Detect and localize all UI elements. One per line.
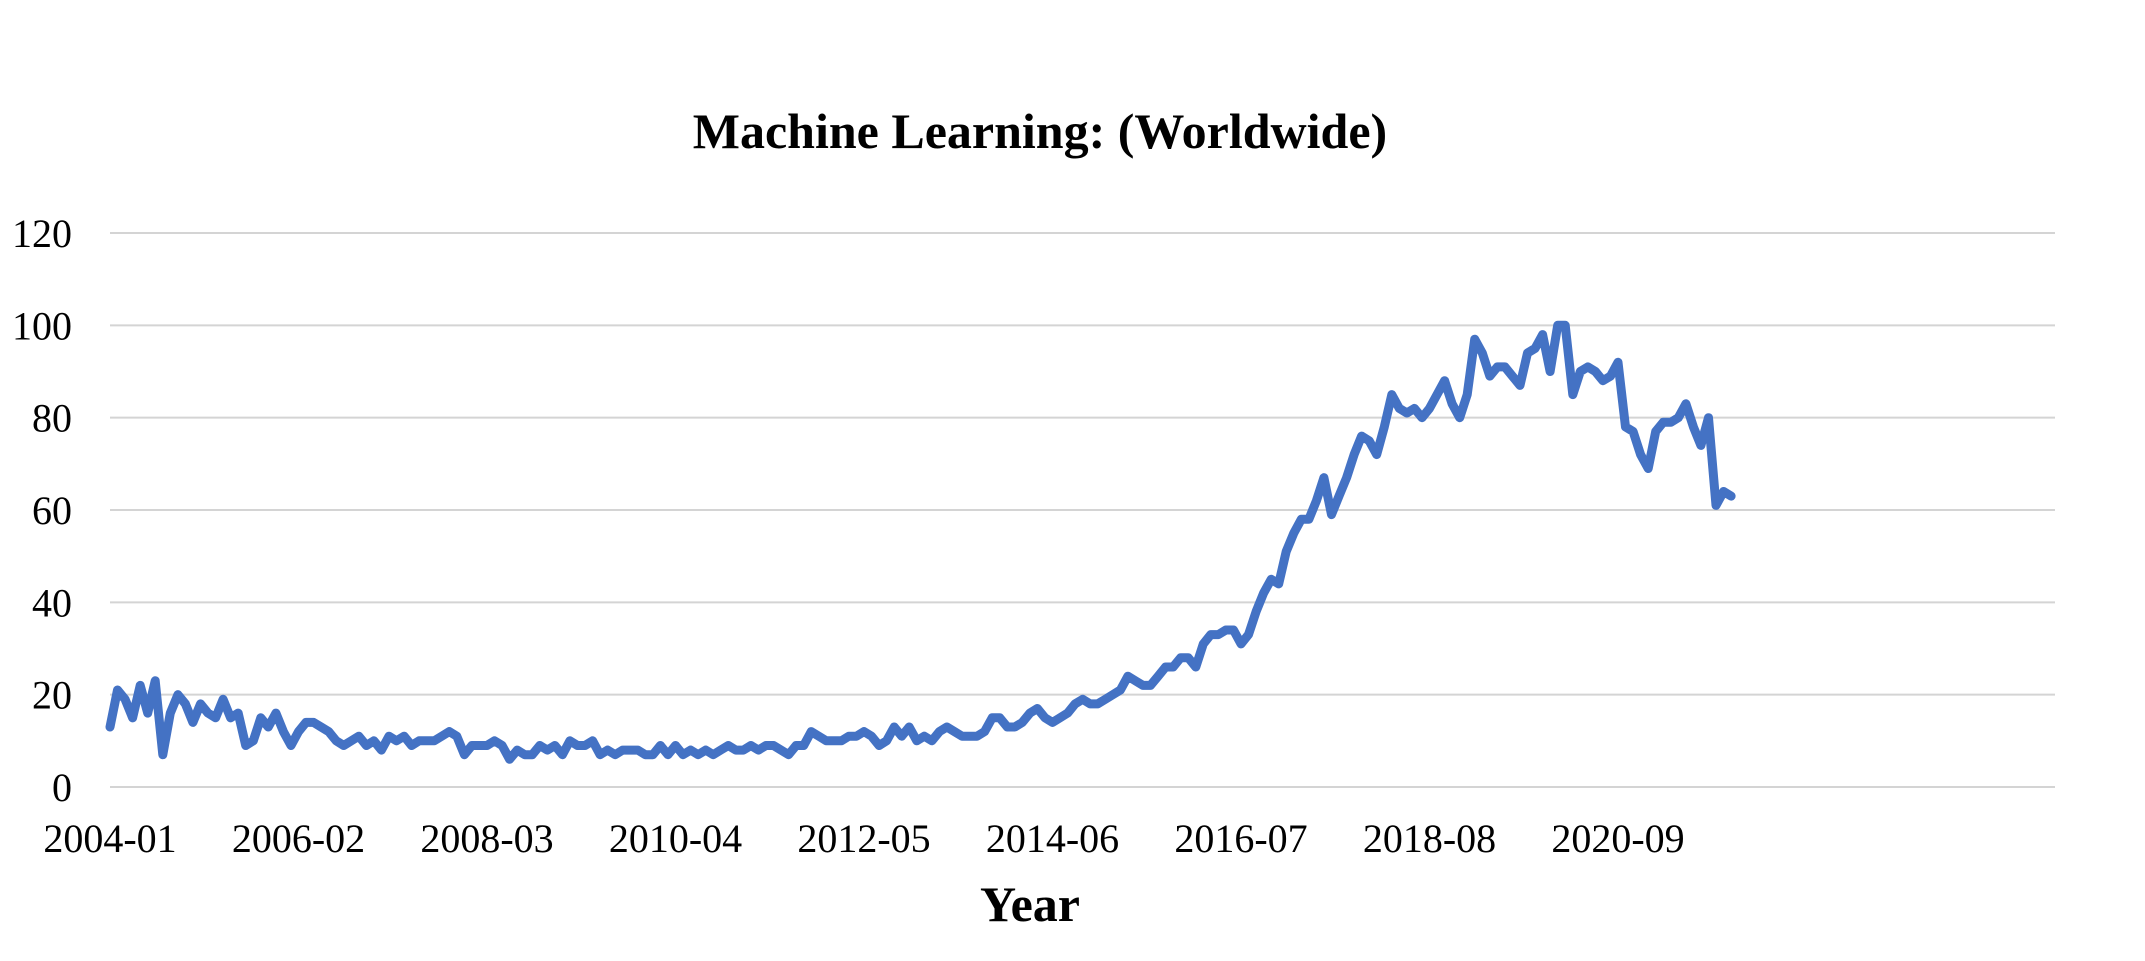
- y-tick-label: 0: [52, 765, 72, 810]
- y-tick-label: 80: [32, 396, 72, 441]
- x-tick-label: 2008-03: [420, 816, 553, 861]
- x-tick-label: 2006-02: [232, 816, 365, 861]
- x-tick-label: 2018-08: [1363, 816, 1496, 861]
- chart-title: Machine Learning: (Worldwide): [693, 103, 1387, 159]
- x-tick-label: 2020-09: [1551, 816, 1684, 861]
- x-axis-label: Year: [980, 876, 1080, 932]
- gridlines: [110, 232, 2055, 788]
- x-tick-label: 2016-07: [1174, 816, 1307, 861]
- y-axis-tick-labels: 0 20 40 60 80 100 120: [12, 211, 72, 810]
- series-line: [105, 320, 1736, 764]
- x-axis-tick-labels: 2004-01 2006-02 2008-03 2010-04 2012-05 2014-…: [43, 816, 1684, 861]
- y-tick-label: 120: [12, 211, 72, 256]
- x-tick-label: 2010-04: [609, 816, 742, 861]
- x-tick-label: 2012-05: [797, 816, 930, 861]
- x-tick-label: 2014-06: [986, 816, 1119, 861]
- x-tick-label: 2004-01: [43, 816, 176, 861]
- y-tick-label: 100: [12, 303, 72, 348]
- y-tick-label: 20: [32, 673, 72, 718]
- series-layer: [105, 320, 1736, 764]
- y-tick-label: 40: [32, 580, 72, 625]
- y-tick-label: 60: [32, 488, 72, 533]
